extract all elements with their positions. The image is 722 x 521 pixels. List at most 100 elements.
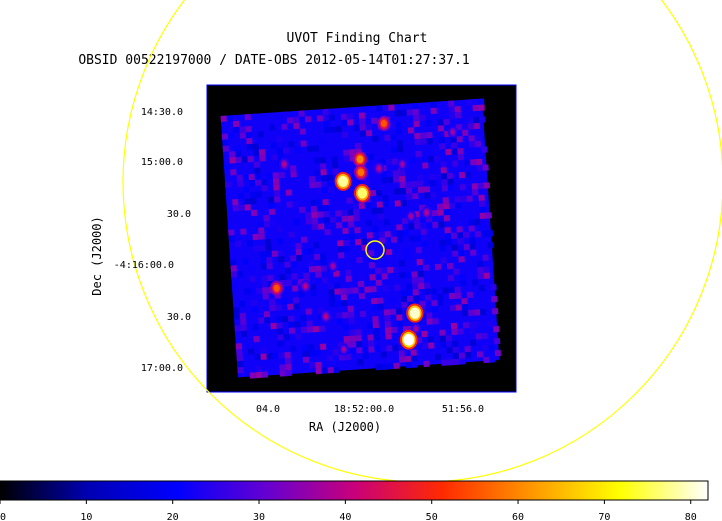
noise-pixel <box>236 361 244 368</box>
noise-pixel <box>262 287 269 294</box>
noise-pixel <box>244 198 251 205</box>
noise-pixel <box>310 199 317 207</box>
noise-pixel <box>377 297 384 304</box>
noise-pixel <box>402 229 409 237</box>
noise-pixel <box>314 169 321 176</box>
noise-pixel <box>442 287 449 294</box>
noise-pixel <box>393 362 400 370</box>
noise-pixel <box>236 355 243 362</box>
noise-pixel <box>466 195 473 202</box>
noise-pixel <box>282 147 290 154</box>
noise-pixel <box>396 139 403 147</box>
source-core <box>403 333 415 346</box>
noise-pixel <box>481 146 488 153</box>
noise-pixel <box>452 160 459 167</box>
noise-pixel <box>358 112 366 119</box>
noise-pixel <box>261 185 268 192</box>
noise-pixel <box>315 361 322 369</box>
noise-pixel <box>309 284 317 291</box>
source-core <box>451 129 455 135</box>
noise-pixel <box>408 235 416 242</box>
noise-pixel <box>228 151 236 158</box>
image-field <box>220 98 502 379</box>
noise-pixel <box>417 276 425 284</box>
noise-pixel <box>264 329 272 336</box>
noise-pixel <box>289 345 297 352</box>
source-core <box>273 284 280 292</box>
noise-pixel <box>412 199 419 206</box>
noise-pixel <box>329 126 336 133</box>
noise-pixel <box>412 102 419 110</box>
noise-pixel <box>392 344 399 352</box>
noise-pixel <box>281 123 288 130</box>
noise-pixel <box>460 195 467 203</box>
noise-pixel <box>233 126 240 134</box>
noise-pixel <box>306 145 314 153</box>
source-core <box>357 168 365 177</box>
noise-pixel <box>473 116 480 124</box>
noise-pixel <box>258 149 266 156</box>
noise-pixel <box>490 284 497 291</box>
noise-pixel <box>232 198 239 206</box>
noise-pixel <box>423 186 431 193</box>
noise-pixel <box>363 178 370 185</box>
noise-pixel <box>247 155 254 163</box>
noise-pixel <box>441 179 448 186</box>
chart-subtitle: OBSID 00522197000 / DATE-OBS 2012-05-14T… <box>78 53 469 68</box>
noise-pixel <box>385 158 393 166</box>
noise-pixel <box>430 107 437 115</box>
noise-pixel <box>323 126 330 134</box>
noise-pixel <box>422 162 429 169</box>
noise-pixel <box>458 250 465 257</box>
noise-pixel <box>318 325 326 332</box>
noise-pixel <box>291 273 298 280</box>
noise-pixel <box>345 275 352 283</box>
noise-pixel <box>314 349 321 357</box>
noise-pixel <box>442 197 449 204</box>
noise-pixel <box>302 266 310 273</box>
source-core <box>409 307 421 319</box>
noise-pixel <box>326 174 334 182</box>
noise-pixel <box>236 349 243 356</box>
x-tick-label: 18:52:00.0 <box>334 404 394 415</box>
noise-pixel <box>469 243 477 250</box>
noise-pixel <box>404 253 411 261</box>
noise-pixel <box>263 220 271 228</box>
noise-pixel <box>234 240 242 248</box>
noise-pixel <box>385 333 392 340</box>
noise-pixel <box>392 170 399 177</box>
noise-pixel <box>255 371 263 379</box>
noise-pixel <box>284 351 291 359</box>
noise-pixel <box>238 198 245 205</box>
noise-pixel <box>433 155 441 162</box>
noise-pixel <box>455 304 463 311</box>
noise-pixel <box>338 354 346 361</box>
noise-pixel <box>305 308 312 315</box>
noise-pixel <box>321 367 328 374</box>
noise-pixel <box>292 201 299 208</box>
noise-pixel <box>270 142 277 149</box>
noise-pixel <box>452 346 459 354</box>
noise-pixel <box>260 179 268 186</box>
noise-pixel <box>476 351 484 358</box>
noise-pixel <box>421 240 428 247</box>
noise-pixel <box>248 173 255 181</box>
noise-pixel <box>304 115 312 123</box>
noise-pixel <box>491 308 499 315</box>
noise-pixel <box>375 363 382 371</box>
noise-pixel <box>254 167 261 174</box>
noise-pixel <box>240 324 247 332</box>
noise-pixel <box>290 261 297 268</box>
noise-pixel <box>305 212 312 219</box>
noise-pixel <box>305 218 312 225</box>
noise-pixel <box>430 288 437 295</box>
noise-pixel <box>474 219 481 226</box>
noise-pixel <box>356 347 363 354</box>
noise-pixel <box>426 137 433 145</box>
noise-pixel <box>321 193 329 200</box>
source-core <box>331 263 335 269</box>
noise-pixel <box>417 270 424 278</box>
noise-pixel <box>310 205 318 213</box>
noise-pixel <box>405 181 412 188</box>
y-tick-label: 15:00.0 <box>141 157 183 168</box>
